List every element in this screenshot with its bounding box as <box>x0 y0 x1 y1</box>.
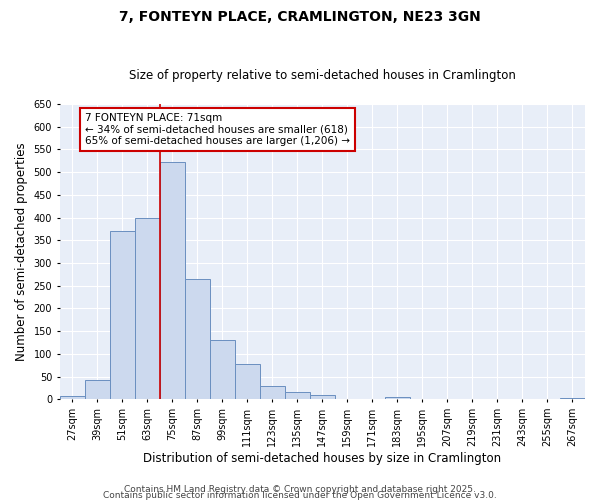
Text: Contains HM Land Registry data © Crown copyright and database right 2025.: Contains HM Land Registry data © Crown c… <box>124 484 476 494</box>
Text: Contains public sector information licensed under the Open Government Licence v3: Contains public sector information licen… <box>103 490 497 500</box>
Bar <box>185 279 210 400</box>
Bar <box>160 162 185 400</box>
Bar <box>60 396 85 400</box>
Bar <box>210 340 235 400</box>
Bar <box>385 397 410 400</box>
Text: 7, FONTEYN PLACE, CRAMLINGTON, NE23 3GN: 7, FONTEYN PLACE, CRAMLINGTON, NE23 3GN <box>119 10 481 24</box>
Bar <box>285 392 310 400</box>
Text: 7 FONTEYN PLACE: 71sqm
← 34% of semi-detached houses are smaller (618)
65% of se: 7 FONTEYN PLACE: 71sqm ← 34% of semi-det… <box>85 113 350 146</box>
Bar <box>310 395 335 400</box>
Bar <box>85 380 110 400</box>
Bar <box>260 386 285 400</box>
X-axis label: Distribution of semi-detached houses by size in Cramlington: Distribution of semi-detached houses by … <box>143 452 502 465</box>
Bar <box>235 364 260 400</box>
Title: Size of property relative to semi-detached houses in Cramlington: Size of property relative to semi-detach… <box>129 69 516 82</box>
Bar <box>560 398 585 400</box>
Bar <box>110 231 135 400</box>
Y-axis label: Number of semi-detached properties: Number of semi-detached properties <box>15 142 28 361</box>
Bar <box>135 218 160 400</box>
